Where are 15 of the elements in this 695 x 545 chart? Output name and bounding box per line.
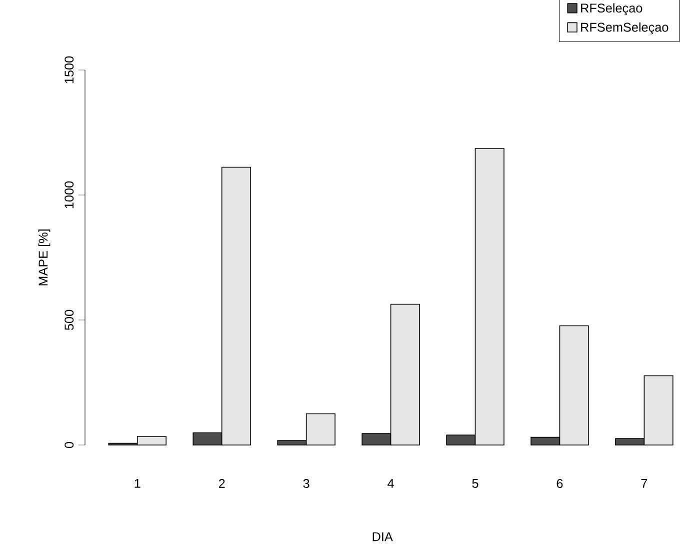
y-tick-label: 0 [64,442,74,448]
x-tick-label: 7 [641,479,648,488]
y-tick-label: 1500 [64,56,74,84]
x-tick-label: 2 [218,479,225,488]
legend-label: RFSemSeleçao [581,22,668,34]
x-tick-label: 1 [134,479,140,488]
x-tick-label: 3 [303,479,310,488]
x-axis-title: DIA [372,532,393,542]
x-tick-label: 5 [472,479,478,488]
y-axis-title: MAPE [%] [38,230,50,286]
legend-label: RFSeleçao [581,3,642,16]
x-tick-label: 4 [388,479,394,488]
y-tick-label: 1000 [64,181,74,208]
y-tick-label: 500 [64,310,74,330]
x-tick-label: 6 [556,479,563,488]
